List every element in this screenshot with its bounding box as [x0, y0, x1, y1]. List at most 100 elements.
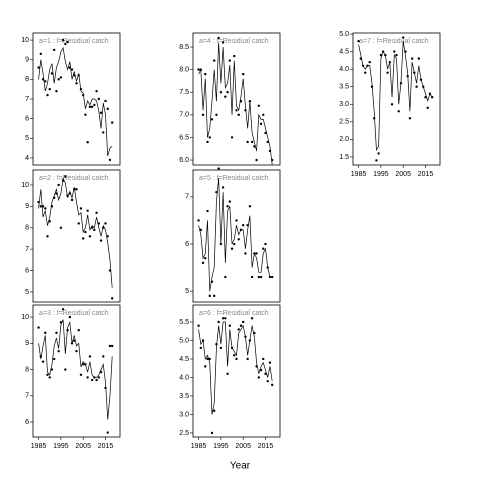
panel-strip: a=3 : f=Residual catch [39, 310, 109, 317]
data-point [79, 373, 83, 377]
data-point [233, 354, 236, 357]
data-point [204, 256, 207, 260]
data-point [257, 275, 261, 279]
panel-strip: a=2 : f=Residual catch [39, 175, 109, 182]
fit-line [38, 319, 113, 420]
data-point [44, 331, 47, 335]
data-point [110, 344, 114, 348]
y-tick-label: 7 [25, 246, 29, 253]
x-tick-label: 1985 [191, 443, 207, 450]
data-point [226, 91, 229, 94]
panel-strip: a=5 : f=Residual catch [199, 175, 269, 182]
panel: a=4 : f=Residual catch 6.0 6.5 7.0 7.5 8.0 8.5 [179, 32, 281, 166]
panel: a=6 : f=Residual catch 2.5 3.0 3.5 4.0 4.5 5.0… [179, 304, 281, 450]
y-tick-label: 7 [25, 393, 29, 400]
y-tick-label: 7.5 [179, 89, 189, 96]
data-point [64, 42, 67, 46]
data-point [237, 238, 240, 241]
x-tick-label: 1985 [351, 171, 367, 178]
data-point [55, 331, 58, 335]
data-point [48, 376, 51, 379]
data-point [410, 57, 414, 60]
data-point [224, 317, 227, 320]
data-point [204, 72, 207, 76]
y-tick-label: 1.5 [339, 154, 349, 161]
data-point [270, 383, 274, 387]
data-point [108, 158, 112, 162]
y-tick-label: 7 [185, 194, 189, 201]
data-point [86, 141, 89, 144]
data-point [93, 228, 96, 232]
fit-line [358, 41, 433, 152]
y-tick-label: 2.5 [179, 430, 189, 437]
data-point [110, 297, 114, 300]
y-tick-label: 5 [25, 289, 29, 296]
data-point [233, 242, 236, 246]
data-point [228, 200, 232, 203]
data-point [241, 320, 245, 324]
data-point [84, 230, 87, 234]
data-point [401, 36, 405, 39]
y-tick-label: 9 [25, 203, 29, 210]
y-tick-label: 8 [25, 225, 29, 232]
data-point [59, 226, 63, 229]
data-point [88, 105, 92, 109]
x-tick-label: 2005 [75, 443, 91, 450]
data-point [357, 39, 360, 43]
data-point [197, 219, 200, 222]
data-point [88, 355, 92, 358]
data-point [208, 136, 211, 139]
y-tick-label: 2.5 [339, 119, 349, 126]
data-point [108, 344, 112, 348]
panel-frame [192, 169, 281, 303]
data-point [64, 368, 67, 371]
data-point [233, 54, 236, 58]
data-point [255, 252, 258, 255]
panel-frame [192, 304, 281, 438]
y-tick-label: 3.0 [339, 101, 349, 108]
data-point [197, 324, 200, 327]
fit-line [198, 177, 273, 292]
data-point [237, 113, 240, 117]
data-point [250, 140, 254, 144]
data-point [426, 106, 429, 109]
data-point [206, 140, 209, 144]
data-point [104, 222, 107, 225]
panel-frame [192, 32, 281, 166]
y-tick-label: 4.0 [339, 66, 349, 73]
data-point [257, 376, 261, 379]
x-tick-label: 2015 [258, 443, 274, 450]
data-point [73, 339, 76, 342]
panel-frame [32, 169, 121, 303]
data-point [368, 60, 371, 64]
data-point [230, 247, 234, 250]
data-point [90, 378, 94, 382]
data-point [48, 87, 51, 91]
fit-line [38, 177, 113, 288]
data-point [75, 188, 78, 191]
x-axis-title: Year [230, 461, 251, 472]
data-point [68, 315, 72, 319]
data-point [395, 53, 398, 57]
y-tick-label: 9 [25, 340, 29, 347]
y-tick-label: 7.0 [179, 112, 189, 119]
x-tick-label: 2015 [418, 171, 434, 178]
panel-strip: a=6 : f=Residual catch [199, 310, 269, 317]
x-tick-label: 1995 [373, 171, 389, 178]
data-point [246, 140, 249, 144]
x-tick-label: 2015 [98, 443, 114, 450]
x-tick-label: 1995 [53, 443, 69, 450]
y-tick-label: 8.0 [179, 66, 189, 73]
y-tick-label: 6 [25, 267, 29, 274]
data-point [90, 105, 94, 109]
data-point [70, 198, 74, 202]
data-point [364, 71, 367, 74]
data-point [372, 117, 376, 120]
data-point [46, 235, 49, 238]
data-point [37, 66, 40, 69]
y-tick-label: 7 [25, 96, 29, 103]
y-tick-label: 10 [21, 314, 29, 321]
data-point [206, 209, 209, 213]
panel: a=1 : f=Residual catch 4 5 6 7 8 9 10 [21, 32, 121, 166]
